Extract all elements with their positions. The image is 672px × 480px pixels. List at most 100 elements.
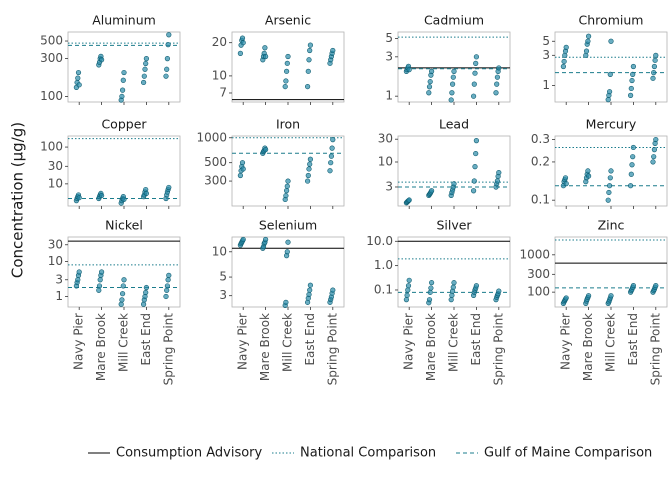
point xyxy=(471,178,477,184)
y-tick-label: 7 xyxy=(219,85,227,99)
x-tick-label: Spring Point xyxy=(648,313,662,386)
point xyxy=(496,65,502,71)
y-tick-label: 0.1 xyxy=(531,193,550,207)
point xyxy=(628,171,634,177)
point xyxy=(240,166,246,172)
point xyxy=(494,74,501,80)
point xyxy=(97,277,103,283)
point xyxy=(562,52,568,58)
point xyxy=(403,297,410,303)
point xyxy=(607,71,613,77)
point xyxy=(305,68,311,74)
point xyxy=(283,299,289,305)
point xyxy=(496,288,502,294)
point xyxy=(630,71,636,77)
point xyxy=(98,192,105,199)
point xyxy=(427,289,433,295)
point xyxy=(119,291,126,297)
x-tick-label: Mare Brook xyxy=(424,313,438,381)
point xyxy=(451,181,457,187)
y-tick-label: 1 xyxy=(55,289,63,303)
y-tick-label: 5 xyxy=(219,270,227,284)
x-tick-label: Navy Pier xyxy=(559,313,573,370)
point xyxy=(121,196,127,202)
y-tick-label: 10 xyxy=(212,244,227,258)
point xyxy=(563,44,569,50)
point xyxy=(472,164,478,170)
point xyxy=(307,161,313,167)
x-tick-label: East End xyxy=(303,313,317,366)
point xyxy=(263,146,269,153)
y-tick-label: 300 xyxy=(204,174,227,188)
point xyxy=(448,297,454,303)
point xyxy=(306,166,312,172)
x-tick-label: Navy Pier xyxy=(72,313,86,370)
y-tick-label: 20 xyxy=(212,35,227,49)
point xyxy=(328,160,334,166)
point xyxy=(608,293,614,299)
point xyxy=(563,295,569,301)
point xyxy=(284,188,290,194)
point xyxy=(608,168,614,174)
point xyxy=(429,280,435,286)
x-tick-label: Mill Creek xyxy=(281,313,295,372)
point xyxy=(239,160,246,166)
point xyxy=(240,40,246,46)
legend-label: Gulf of Maine Comparison xyxy=(484,446,652,461)
point xyxy=(651,70,657,76)
point xyxy=(630,144,637,151)
point xyxy=(606,189,612,196)
point xyxy=(119,87,126,93)
point xyxy=(493,90,499,96)
point xyxy=(405,283,412,289)
point xyxy=(284,249,290,255)
point xyxy=(583,52,589,58)
point xyxy=(284,183,290,189)
point xyxy=(141,301,147,307)
panel-title: Chromium xyxy=(579,13,644,28)
y-tick-label: 300 xyxy=(527,267,550,281)
point xyxy=(585,168,591,174)
point xyxy=(449,90,455,96)
panel-frame xyxy=(397,135,511,207)
y-tick-label: 5 xyxy=(542,34,550,48)
point xyxy=(328,153,335,159)
panel-frame xyxy=(67,236,181,308)
point xyxy=(629,162,635,168)
point xyxy=(307,156,314,162)
y-tick-label: 10.0 xyxy=(366,234,393,248)
point xyxy=(329,145,335,151)
point xyxy=(652,57,658,63)
point xyxy=(285,53,291,60)
point xyxy=(120,77,126,83)
point xyxy=(563,181,569,187)
y-tick-label: 3 xyxy=(385,179,393,193)
panel-title: Copper xyxy=(101,117,147,132)
x-tick-label: Mare Brook xyxy=(94,313,108,381)
point xyxy=(585,33,592,39)
point xyxy=(473,283,480,289)
point xyxy=(305,178,311,184)
point xyxy=(653,52,659,58)
panel-title: Nickel xyxy=(105,218,143,233)
y-tick-label: 3 xyxy=(385,49,393,63)
point xyxy=(283,78,289,84)
point xyxy=(166,272,172,278)
y-tick-label: 100 xyxy=(40,140,63,154)
point xyxy=(120,283,126,289)
point xyxy=(75,75,81,81)
point xyxy=(165,277,171,283)
point xyxy=(473,150,479,157)
point xyxy=(628,85,634,92)
point xyxy=(163,293,169,300)
point xyxy=(121,277,127,283)
point xyxy=(472,70,478,76)
point xyxy=(284,68,290,74)
point xyxy=(282,83,288,90)
y-tick-label: 5 xyxy=(385,31,393,45)
x-tick-label: Spring Point xyxy=(161,313,175,386)
point xyxy=(450,74,456,80)
panel-title: Cadmium xyxy=(424,13,484,28)
point xyxy=(75,69,82,76)
point xyxy=(142,66,148,72)
